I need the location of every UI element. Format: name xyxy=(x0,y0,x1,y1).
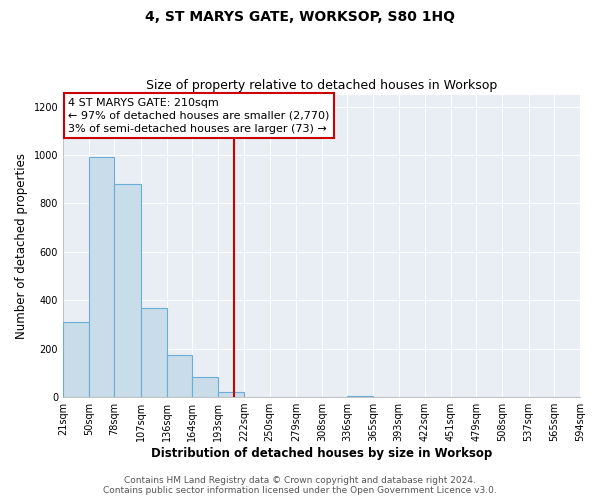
Bar xyxy=(218,392,244,397)
Bar xyxy=(167,354,192,397)
Y-axis label: Number of detached properties: Number of detached properties xyxy=(15,153,28,339)
Bar xyxy=(347,396,373,397)
Text: 4 ST MARYS GATE: 210sqm
← 97% of detached houses are smaller (2,770)
3% of semi-: 4 ST MARYS GATE: 210sqm ← 97% of detache… xyxy=(68,98,329,134)
Bar xyxy=(63,322,89,397)
Text: Contains HM Land Registry data © Crown copyright and database right 2024.
Contai: Contains HM Land Registry data © Crown c… xyxy=(103,476,497,495)
X-axis label: Distribution of detached houses by size in Worksop: Distribution of detached houses by size … xyxy=(151,447,492,460)
Bar xyxy=(89,158,115,397)
Bar xyxy=(115,184,140,397)
Bar xyxy=(140,308,167,397)
Title: Size of property relative to detached houses in Worksop: Size of property relative to detached ho… xyxy=(146,79,497,92)
Text: 4, ST MARYS GATE, WORKSOP, S80 1HQ: 4, ST MARYS GATE, WORKSOP, S80 1HQ xyxy=(145,10,455,24)
Bar xyxy=(192,376,218,397)
